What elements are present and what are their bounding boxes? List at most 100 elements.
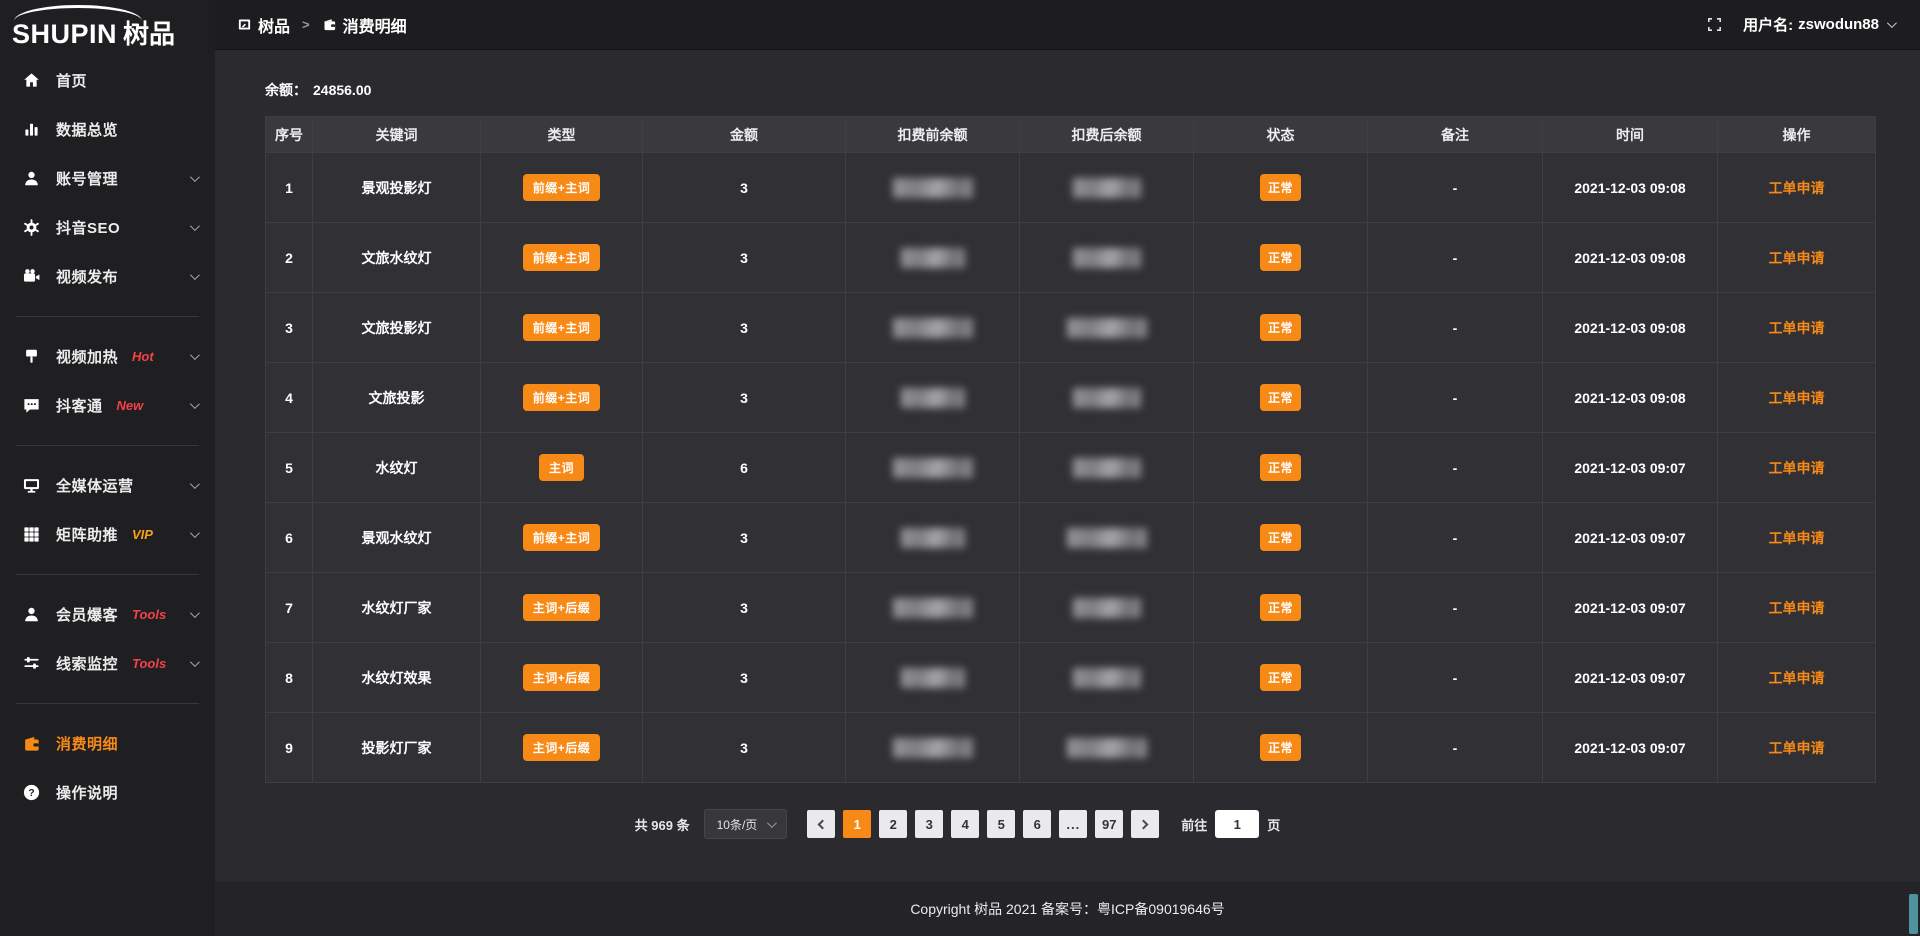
cell-time: 2021-12-03 09:07	[1542, 572, 1718, 643]
cell-action: 工单申请	[1717, 502, 1876, 573]
work-order-link[interactable]: 工单申请	[1768, 389, 1825, 406]
sidebar-item-home[interactable]: 首页	[0, 56, 215, 105]
masked-value	[892, 457, 973, 478]
status-badge: 正常	[1259, 384, 1301, 411]
cell-type: 前缀+主词	[480, 362, 643, 433]
table-row: 8 水纹灯效果 主词+后缀 3 正常 - 2021-12-03 09:07 工单…	[265, 642, 1876, 713]
masked-value	[900, 667, 965, 688]
breadcrumb-shupin[interactable]: 树品	[237, 13, 290, 37]
column-header: 状态	[1193, 116, 1368, 153]
work-order-link[interactable]: 工单申请	[1768, 599, 1825, 616]
sidebar-item-label: 抖音SEO	[56, 220, 121, 237]
type-badge: 前缀+主词	[522, 174, 601, 201]
column-header: 备注	[1367, 116, 1543, 153]
username-dropdown[interactable]: 用户名: zswodun88	[1743, 14, 1897, 35]
cell-balance-before	[845, 642, 1020, 713]
masked-value	[1072, 177, 1141, 198]
table-header-row: 序号 关键词 类型 金额 扣费前余额 扣费后余额 状态 备注 时间 操作	[265, 116, 1876, 153]
cell-index: 1	[265, 152, 313, 223]
cell-balance-after	[1019, 152, 1194, 223]
work-order-link[interactable]: 工单申请	[1768, 529, 1825, 546]
cell-remark: -	[1367, 222, 1543, 293]
sidebar-item-operation-guide[interactable]: 操作说明	[0, 768, 215, 817]
type-badge: 主词	[538, 454, 584, 481]
page-button-1[interactable]: 1	[843, 810, 872, 838]
type-badge: 前缀+主词	[522, 524, 601, 551]
page-button-6[interactable]: 6	[1023, 810, 1052, 838]
table-row: 7 水纹灯厂家 主词+后缀 3 正常 - 2021-12-03 09:07 工单…	[265, 572, 1876, 643]
sidebar-item-member-baoke[interactable]: 会员爆客 Tools	[0, 590, 215, 639]
masked-value	[892, 177, 973, 198]
balance-label: 余额：	[265, 82, 307, 98]
page-button-97[interactable]: 97	[1095, 810, 1124, 838]
sidebar-item-label: 抖客通	[56, 398, 103, 415]
next-page-button[interactable]	[1131, 810, 1160, 838]
sidebar-item-label: 数据总览	[56, 122, 119, 139]
masked-value	[1072, 667, 1141, 688]
table-body: 1 景观投影灯 前缀+主词 3 正常 - 2021-12-03 09:08 工单…	[265, 152, 1876, 783]
cell-balance-after	[1019, 572, 1194, 643]
cell-balance-before	[845, 152, 1020, 223]
cell-keyword: 水纹灯厂家	[312, 572, 481, 643]
cell-status: 正常	[1193, 572, 1368, 643]
cell-balance-before	[845, 572, 1020, 643]
copyright-text: Copyright 树品 2021 备案号：粤ICP备09019646号	[910, 901, 1225, 917]
cell-index: 8	[265, 642, 313, 713]
cell-balance-after	[1019, 432, 1194, 503]
main-content: 余额： 24856.00 序号 关键词 类型 金额 扣费前余额 扣费后余额 状态 备注 时间 操作 …	[215, 50, 1920, 936]
topbar: 树品 > 消费明细 用户名: zswodun88	[215, 0, 1920, 50]
wallet-icon	[322, 17, 337, 32]
page-button-5[interactable]: 5	[987, 810, 1016, 838]
cell-keyword: 水纹灯	[312, 432, 481, 503]
page-button-2[interactable]: 2	[879, 810, 908, 838]
status-badge: 正常	[1259, 454, 1301, 481]
app-logo: SHUPIN 树品	[0, 0, 215, 49]
cell-index: 2	[265, 222, 313, 293]
goto-page-input[interactable]	[1215, 810, 1260, 838]
sidebar-item-account-manage[interactable]: 账号管理	[0, 154, 215, 203]
dashboard-icon	[237, 17, 252, 32]
sidebar-item-media-operation[interactable]: 全媒体运营	[0, 461, 215, 510]
sidebar-item-label: 视频发布	[56, 269, 119, 286]
cell-remark: -	[1367, 502, 1543, 573]
sidebar-item-consume-detail[interactable]: 消费明细	[0, 719, 215, 768]
chevron-down-icon	[189, 270, 200, 281]
page-size-select[interactable]: 10条/页	[703, 809, 788, 839]
cell-status: 正常	[1193, 222, 1368, 293]
cell-balance-after	[1019, 292, 1194, 363]
sidebar-item-lead-monitor[interactable]: 线索监控 Tools	[0, 639, 215, 688]
breadcrumb-consume-detail[interactable]: 消费明细	[322, 13, 407, 37]
column-header: 序号	[265, 116, 313, 153]
scrollbar-thumb[interactable]	[1909, 894, 1918, 934]
cell-amount: 3	[642, 712, 846, 783]
sidebar-item-matrix-boost[interactable]: 矩阵助推 VIP	[0, 510, 215, 559]
sidebar-item-data-overview[interactable]: 数据总览	[0, 105, 215, 154]
masked-value	[1072, 247, 1141, 268]
gear-icon	[22, 218, 41, 237]
work-order-link[interactable]: 工单申请	[1768, 669, 1825, 686]
masked-value	[892, 737, 973, 758]
work-order-link[interactable]: 工单申请	[1768, 319, 1825, 336]
page-button-3[interactable]: 3	[915, 810, 944, 838]
sidebar-item-video-heat[interactable]: 视频加热 Hot	[0, 332, 215, 381]
work-order-link[interactable]: 工单申请	[1768, 179, 1825, 196]
sidebar-item-video-publish[interactable]: 视频发布	[0, 252, 215, 301]
work-order-link[interactable]: 工单申请	[1768, 459, 1825, 476]
sidebar-item-douyin-seo[interactable]: 抖音SEO	[0, 203, 215, 252]
page-list: 1 2 3 4 5 6... 97	[843, 810, 1124, 838]
page-ellipsis[interactable]: ...	[1059, 810, 1088, 838]
work-order-link[interactable]: 工单申请	[1768, 249, 1825, 266]
sidebar-item-badge: Tools	[132, 607, 167, 622]
prev-page-button[interactable]	[807, 810, 836, 838]
cell-type: 主词+后缀	[480, 642, 643, 713]
plug-icon	[22, 347, 41, 366]
sidebar-item-doukertong[interactable]: 抖客通 New	[0, 381, 215, 430]
masked-value	[1066, 527, 1147, 548]
masked-value	[1072, 387, 1141, 408]
fullscreen-icon[interactable]	[1706, 16, 1723, 33]
sidebar-divider	[16, 703, 199, 704]
page-button-4[interactable]: 4	[951, 810, 980, 838]
cell-remark: -	[1367, 432, 1543, 503]
work-order-link[interactable]: 工单申请	[1768, 739, 1825, 756]
